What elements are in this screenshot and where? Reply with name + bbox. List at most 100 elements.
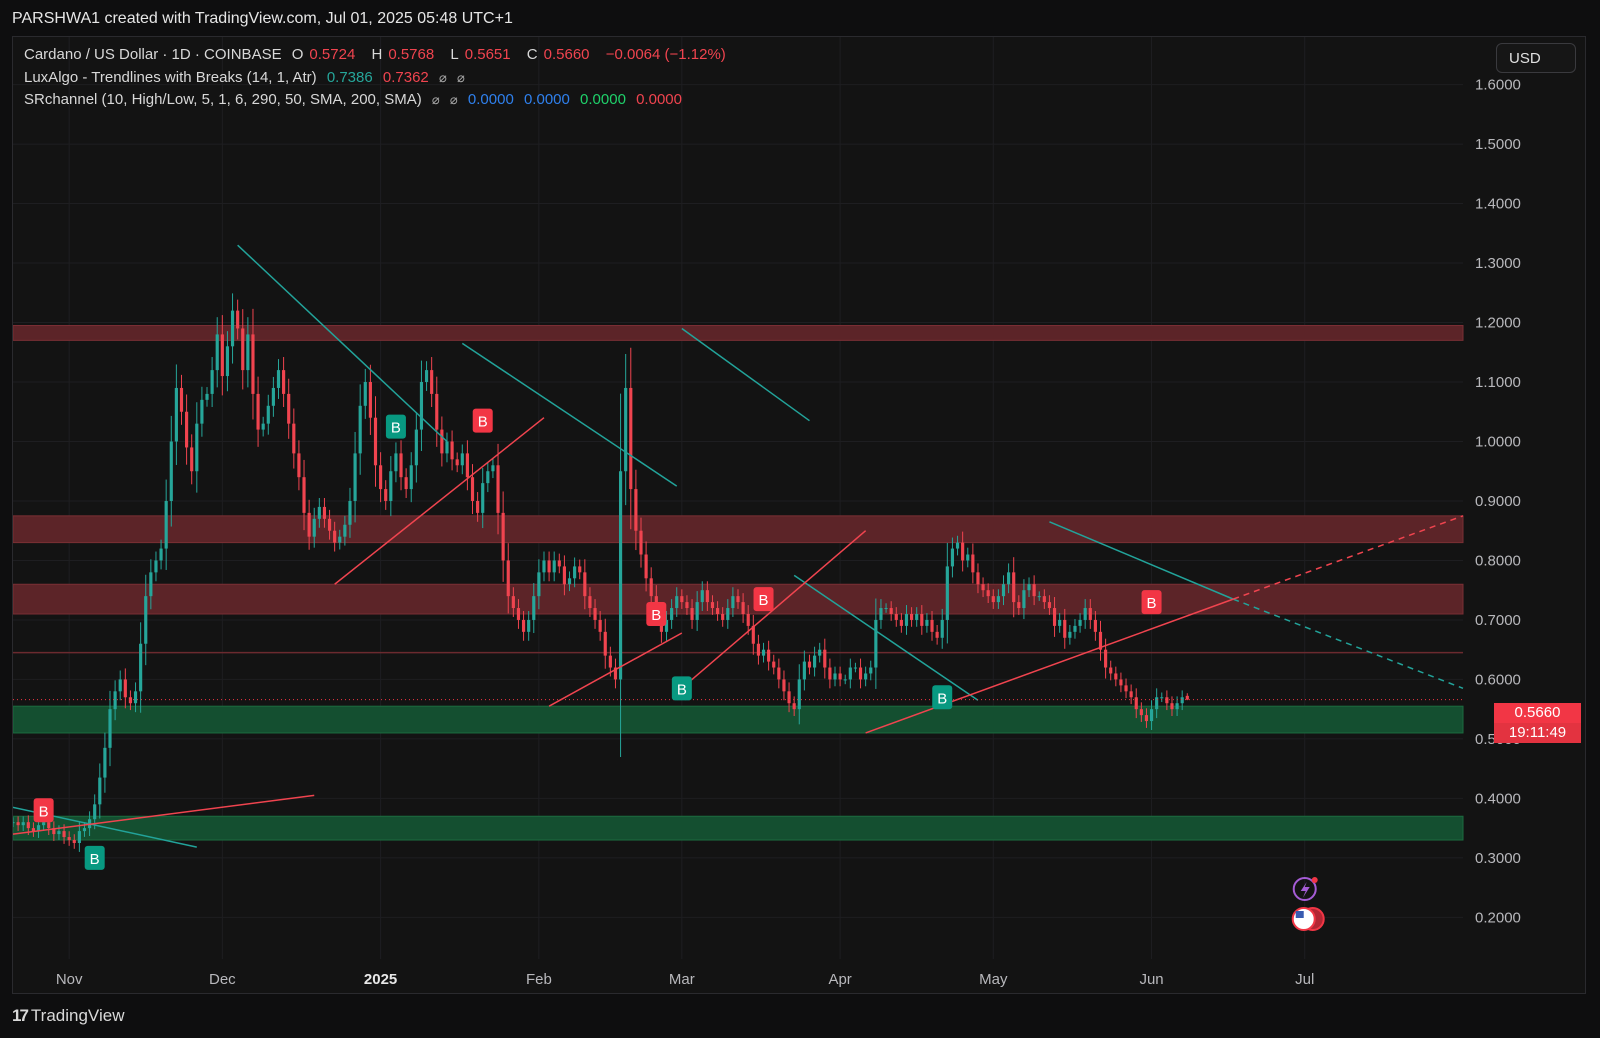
- candle-body: [700, 590, 704, 603]
- candle-body: [271, 387, 275, 406]
- candle-body: [287, 393, 291, 424]
- indicator-value: 0.7362: [382, 69, 429, 86]
- candle-body: [1144, 715, 1149, 722]
- candle-body: [1170, 703, 1174, 710]
- candle-body: [537, 572, 541, 597]
- tv-mark-icon: 17: [12, 1006, 29, 1025]
- candle-body: [578, 566, 582, 573]
- candle-body: [348, 500, 352, 525]
- trendline: [865, 598, 1234, 734]
- candle-body: [93, 804, 97, 820]
- candle-body: [705, 590, 709, 603]
- signal-badge: [33, 798, 54, 823]
- candle-body: [1093, 619, 1097, 632]
- trendline: [676, 530, 867, 694]
- candle-body: [741, 602, 745, 614]
- candle-body: [838, 673, 842, 680]
- trendline: [793, 574, 979, 701]
- candle-body: [343, 524, 347, 537]
- candle-body: [583, 572, 587, 597]
- candle-body: [1027, 584, 1031, 591]
- candle-body: [26, 822, 30, 829]
- candle-body: [573, 566, 577, 579]
- candle-body: [864, 673, 868, 680]
- candle-body: [843, 679, 847, 681]
- hidden-icon[interactable]: ⌀: [438, 70, 447, 85]
- candle-body: [210, 370, 214, 394]
- hidden-icon[interactable]: ⌀: [431, 92, 440, 107]
- candle-body: [82, 828, 87, 832]
- x-tick-label: Jul: [1295, 971, 1314, 988]
- y-tick-label: 0.6000: [1475, 671, 1521, 688]
- candle-body: [884, 608, 888, 610]
- candle-body: [777, 667, 781, 680]
- candle-body: [256, 393, 260, 430]
- candle-body: [772, 661, 776, 668]
- candle-body: [731, 596, 735, 609]
- x-tick-label: 2025: [364, 971, 397, 988]
- hidden-icon[interactable]: ⌀: [449, 92, 458, 107]
- candle-body: [200, 399, 204, 424]
- candle-body: [414, 429, 418, 466]
- signal-badge: [753, 587, 774, 612]
- currency-button[interactable]: USD: [1496, 43, 1576, 73]
- signal-badge: [646, 601, 667, 626]
- candle-body: [21, 822, 25, 826]
- tradingview-logo[interactable]: 17 TradingView: [12, 1006, 124, 1026]
- candle-body: [767, 649, 771, 662]
- y-tick-label: 0.2000: [1475, 909, 1521, 926]
- candle-body: [1007, 572, 1011, 585]
- candle-body: [797, 679, 801, 710]
- candle-body: [276, 370, 281, 388]
- lightning-icon: [1292, 877, 1317, 901]
- candle-body: [481, 483, 485, 513]
- candle-body: [828, 667, 832, 680]
- candle-body: [430, 370, 434, 394]
- candle-body: [1063, 619, 1067, 638]
- signal-label: B: [651, 607, 661, 624]
- symbol-legend[interactable]: Cardano / US Dollar · 1D · COINBASE O 0.5…: [24, 46, 732, 63]
- candle-body: [1098, 631, 1103, 650]
- candle-body: [1109, 667, 1113, 674]
- x-tick-label: Nov: [56, 971, 83, 988]
- candle-body: [1124, 685, 1128, 692]
- candle-body: [1149, 709, 1154, 722]
- candle-body: [435, 393, 439, 430]
- open-value: 0.5724: [309, 46, 356, 63]
- candle-body: [935, 631, 939, 638]
- chart-frame[interactable]: 1.6000 1.5000 1.4000 1.3000 1.2000 1.1000 1.00…: [12, 36, 1586, 994]
- candle-body: [118, 679, 122, 692]
- trendline: [461, 342, 678, 487]
- candle-body: [639, 530, 643, 555]
- indicator-legend-srchannel[interactable]: SRchannel (10, High/Low, 5, 1, 6, 290, 5…: [24, 91, 688, 108]
- candle-body: [664, 619, 669, 632]
- x-tick-label: Mar: [669, 971, 695, 988]
- candle-body: [726, 608, 730, 620]
- hidden-icon[interactable]: ⌀: [456, 70, 465, 85]
- candle-body: [445, 441, 449, 454]
- low-value: 0.5651: [464, 46, 511, 63]
- attribution-text: PARSHWA1 created with TradingView.com, J…: [12, 10, 513, 27]
- candle-body: [598, 619, 602, 632]
- candle-body: [440, 429, 444, 454]
- signal-label: B: [677, 681, 687, 698]
- candle-body: [384, 489, 388, 501]
- symbol-name: Cardano / US Dollar · 1D · COINBASE: [24, 46, 282, 63]
- x-tick-label: May: [979, 971, 1008, 988]
- x-tick-label: Apr: [828, 971, 851, 988]
- candle-body: [1165, 697, 1169, 704]
- y-tick-label: 1.0000: [1475, 433, 1521, 450]
- flag-canton: [1295, 911, 1304, 918]
- price-chart[interactable]: 1.6000 1.5000 1.4000 1.3000 1.2000 1.1000 1.00…: [13, 37, 1585, 993]
- candle-body: [552, 560, 556, 573]
- close-label: C: [526, 46, 538, 63]
- signal-label: B: [90, 851, 100, 868]
- candle-body: [144, 596, 148, 644]
- candle-body: [853, 667, 858, 669]
- resistance-zone: [13, 515, 1464, 544]
- indicator-legend-luxalgo[interactable]: LuxAlgo - Trendlines with Breaks (14, 1,…: [24, 69, 471, 86]
- candle-body: [1001, 584, 1006, 597]
- candle-body: [506, 560, 510, 597]
- candle-body: [164, 500, 168, 549]
- candle-body: [1185, 695, 1189, 700]
